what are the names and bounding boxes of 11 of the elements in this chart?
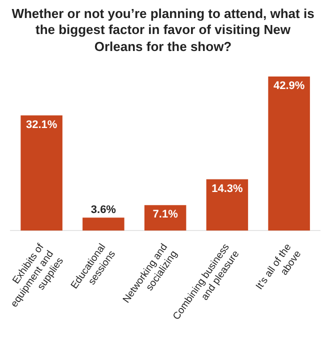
data-label: 7.1% — [152, 208, 178, 220]
bar — [144, 204, 186, 230]
bar — [82, 217, 124, 230]
bar — [20, 115, 62, 230]
bar — [206, 178, 248, 230]
data-label: 3.6% — [90, 204, 116, 216]
data-label: 32.1% — [26, 118, 58, 131]
data-label: 14.3% — [212, 182, 243, 195]
bar — [268, 76, 310, 230]
chart-title: Whether or not you’re planning to attend, what is the biggest factor in favor of visiting New Orleans for the show? — [10, 5, 316, 55]
data-label: 42.9% — [273, 80, 305, 92]
